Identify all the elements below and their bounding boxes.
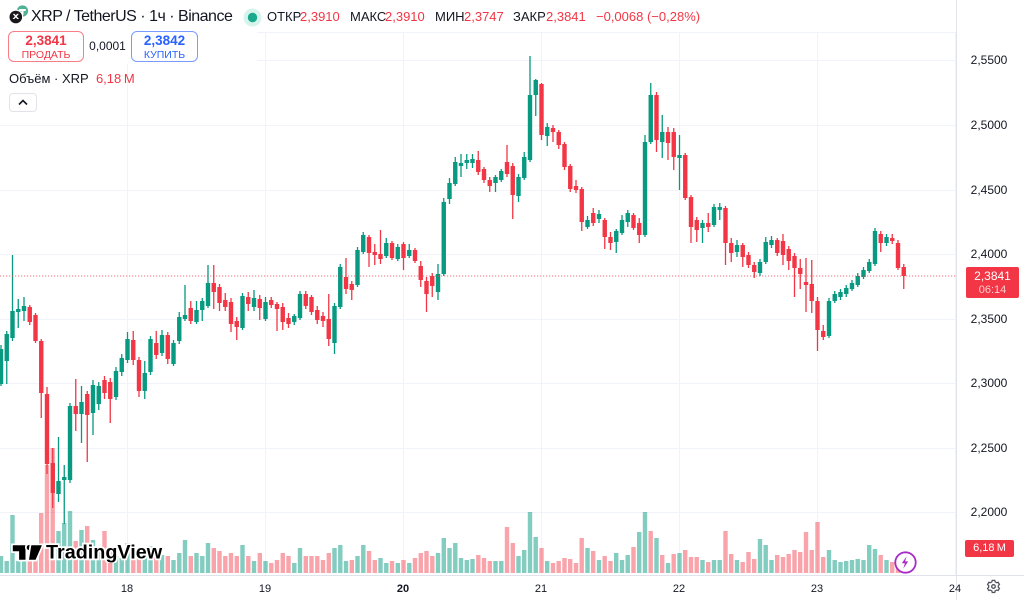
svg-text:TradingView: TradingView (46, 542, 163, 564)
